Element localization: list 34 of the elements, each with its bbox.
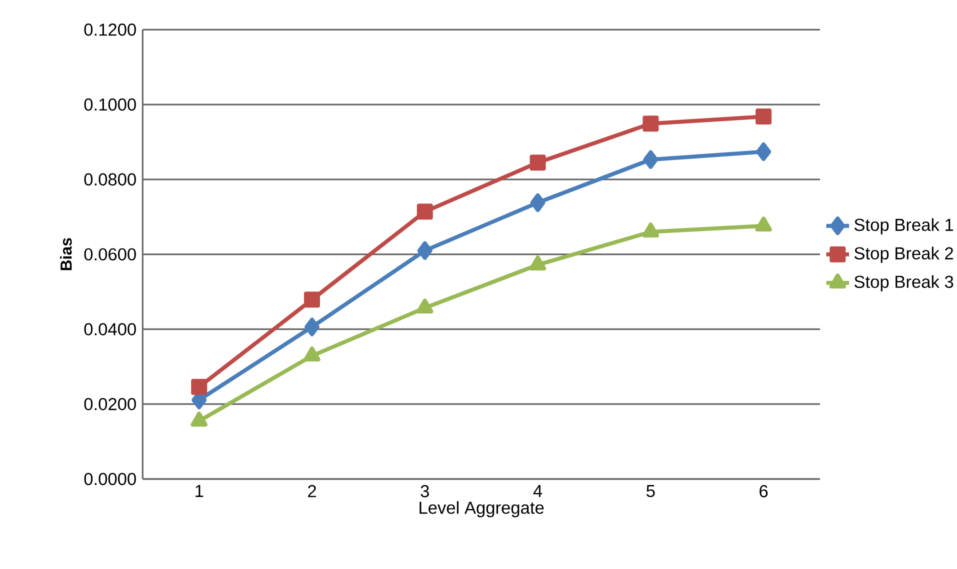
point <box>755 216 772 232</box>
point <box>642 116 659 132</box>
legend-label: Stop Break 1 <box>854 218 954 234</box>
point <box>530 154 546 171</box>
point <box>756 142 772 162</box>
x-tick-label: 5 <box>646 485 655 498</box>
point <box>416 204 433 220</box>
x-axis-title: Level Aggregate <box>420 501 544 518</box>
y-tick-label: 0.0200 <box>84 398 136 410</box>
legend-label: Stop Break 2 <box>854 246 954 263</box>
x-tick-label: 3 <box>420 485 429 498</box>
point <box>191 378 208 395</box>
y-tick-label: 0.0600 <box>84 248 136 260</box>
y-axis-title: Bias <box>60 238 72 270</box>
point <box>416 298 434 314</box>
x-tick-label: 1 <box>196 485 204 497</box>
point <box>530 193 546 212</box>
point <box>304 346 320 362</box>
y-tick-label: 0.1200 <box>84 24 136 36</box>
y-tick-label: 0.1000 <box>84 98 136 111</box>
point <box>642 222 660 238</box>
point <box>304 318 320 336</box>
x-tick-label: 2 <box>308 485 316 498</box>
x-tick-label: 4 <box>533 485 542 497</box>
point <box>756 108 772 125</box>
y-tick-label: 0.0000 <box>84 472 136 486</box>
legend-label: Stop Break 3 <box>854 275 954 292</box>
y-tick-label: 0.0400 <box>84 323 136 336</box>
y-tick-label: 0.0800 <box>84 173 136 186</box>
x-tick-label: 6 <box>760 485 768 498</box>
point <box>417 241 432 260</box>
point <box>643 150 658 169</box>
point <box>304 292 320 308</box>
point <box>190 412 208 427</box>
